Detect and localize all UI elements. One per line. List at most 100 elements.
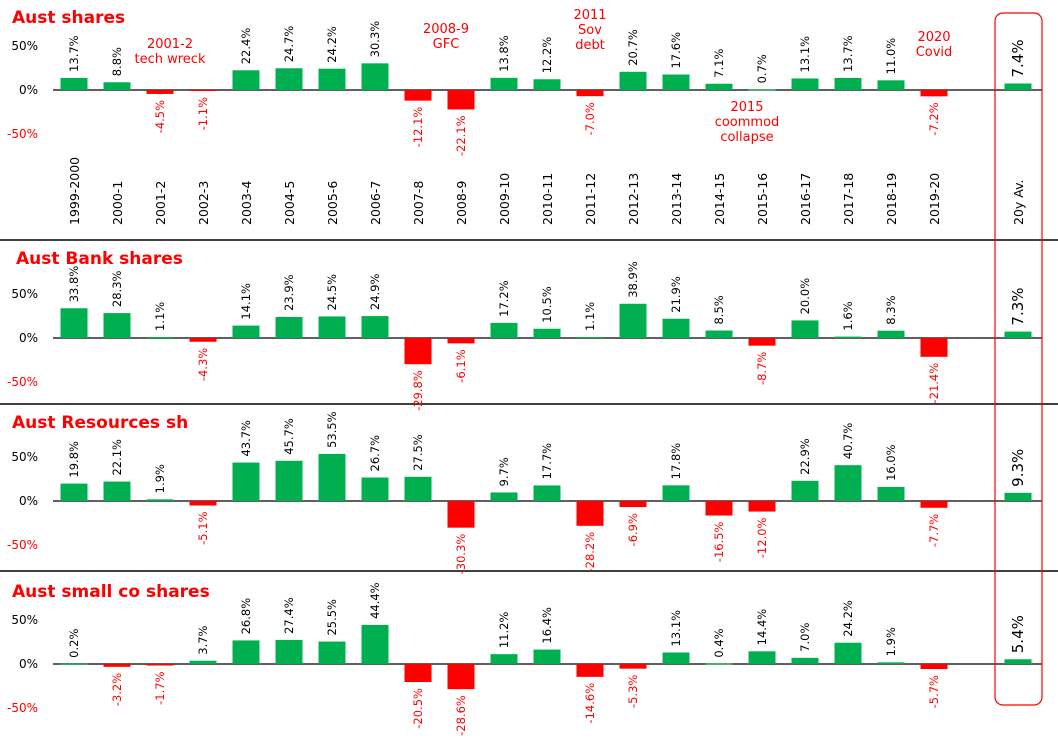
y-tick-label: -50% — [7, 127, 38, 141]
data-label: 25.5% — [325, 599, 339, 636]
bar — [447, 501, 475, 528]
bar — [232, 70, 260, 90]
data-label: 20.7% — [626, 29, 640, 66]
event-annotation: Covid — [916, 45, 953, 60]
bar — [748, 501, 776, 512]
bar — [619, 71, 647, 90]
bar — [791, 480, 819, 501]
data-label: 21.9% — [669, 276, 683, 313]
y-tick-label: 50% — [11, 450, 38, 464]
x-category-label: 2006-7 — [368, 181, 383, 225]
data-label: -14.6% — [583, 683, 597, 724]
x-category-label: 2011-12 — [583, 173, 598, 225]
bar — [404, 476, 432, 501]
data-label: 22.1% — [110, 439, 124, 476]
data-label: 13.8% — [497, 35, 511, 72]
data-label: 24.9% — [368, 273, 382, 310]
data-label: -12.0% — [755, 517, 769, 558]
data-label: 26.8% — [239, 598, 253, 635]
y-tick-label: -50% — [7, 538, 38, 552]
bar — [533, 79, 561, 90]
x-category-label: 2013-14 — [669, 173, 684, 225]
event-annotation: 2008-9 — [423, 22, 469, 37]
bar — [834, 642, 862, 664]
data-label: 13.7% — [67, 35, 81, 72]
data-label: 17.6% — [669, 32, 683, 69]
x-category-label: 2012-13 — [626, 173, 641, 225]
bar — [533, 328, 561, 338]
bar — [318, 641, 346, 664]
data-label: 11.0% — [884, 38, 898, 75]
data-label: 44.4% — [368, 582, 382, 619]
data-label: 10.5% — [540, 286, 554, 323]
bar — [103, 313, 131, 338]
data-label: 0.7% — [755, 54, 769, 83]
bar — [920, 338, 948, 357]
data-label: 19.8% — [67, 441, 81, 478]
panel-title: Aust Resources sh — [12, 413, 188, 433]
bar — [103, 481, 131, 501]
average-bar — [1004, 492, 1032, 501]
bar — [103, 82, 131, 90]
bar — [146, 499, 174, 501]
x-category-label: 2017-18 — [841, 173, 856, 225]
bar — [404, 664, 432, 683]
data-label: 16.0% — [884, 444, 898, 481]
data-label: 8.5% — [712, 295, 726, 324]
x-category-label: 2007-8 — [411, 181, 426, 225]
bar — [361, 63, 389, 90]
data-label: 3.7% — [196, 625, 210, 654]
data-label: 12.2% — [540, 37, 554, 74]
bar — [576, 337, 604, 339]
bar — [275, 639, 303, 664]
data-label: -28.2% — [583, 532, 597, 573]
x-category-label: 2003-4 — [239, 181, 254, 225]
y-tick-label: 0% — [19, 83, 38, 97]
event-annotation: Sov — [578, 23, 602, 38]
data-label: 13.1% — [798, 36, 812, 73]
y-tick-label: 50% — [11, 39, 38, 53]
data-label: 1.1% — [583, 302, 597, 331]
x-category-label: 2001-2 — [153, 181, 168, 225]
data-label: 24.2% — [841, 600, 855, 637]
bar — [318, 68, 346, 90]
data-label: -30.3% — [454, 534, 468, 575]
bar — [533, 649, 561, 664]
event-annotation: tech wreck — [135, 52, 206, 67]
data-label: 38.9% — [626, 261, 640, 298]
data-label: 11.2% — [497, 612, 511, 649]
data-label: 27.5% — [411, 434, 425, 471]
bar — [490, 492, 518, 501]
bar — [146, 90, 174, 94]
event-annotation: collapse — [720, 130, 773, 145]
panel-title: Aust small co shares — [12, 582, 210, 602]
y-tick-label: 0% — [19, 494, 38, 508]
bar — [189, 660, 217, 664]
bar — [447, 338, 475, 344]
bar — [920, 664, 948, 670]
bar — [834, 465, 862, 501]
bar — [490, 322, 518, 338]
data-label: 45.7% — [282, 418, 296, 455]
bar — [662, 652, 690, 664]
bar — [146, 337, 174, 339]
data-label: 33.8% — [67, 266, 81, 303]
x-category-label: 2004-5 — [282, 181, 297, 225]
y-tick-label: -50% — [7, 375, 38, 389]
bar — [146, 664, 174, 666]
data-label: 17.2% — [497, 280, 511, 317]
data-label: 14.1% — [239, 283, 253, 320]
panel-title: Aust shares — [12, 8, 125, 28]
y-tick-label: -50% — [7, 701, 38, 715]
data-label: -5.1% — [196, 511, 210, 544]
bar — [275, 68, 303, 90]
bar — [361, 477, 389, 501]
data-label: 27.4% — [282, 597, 296, 634]
data-label: 8.3% — [884, 295, 898, 324]
average-highlight-box — [994, 12, 1043, 706]
x-category-label: 2005-6 — [325, 181, 340, 225]
data-label: 7.1% — [712, 48, 726, 77]
data-label: -8.7% — [755, 352, 769, 385]
bar — [705, 83, 733, 90]
